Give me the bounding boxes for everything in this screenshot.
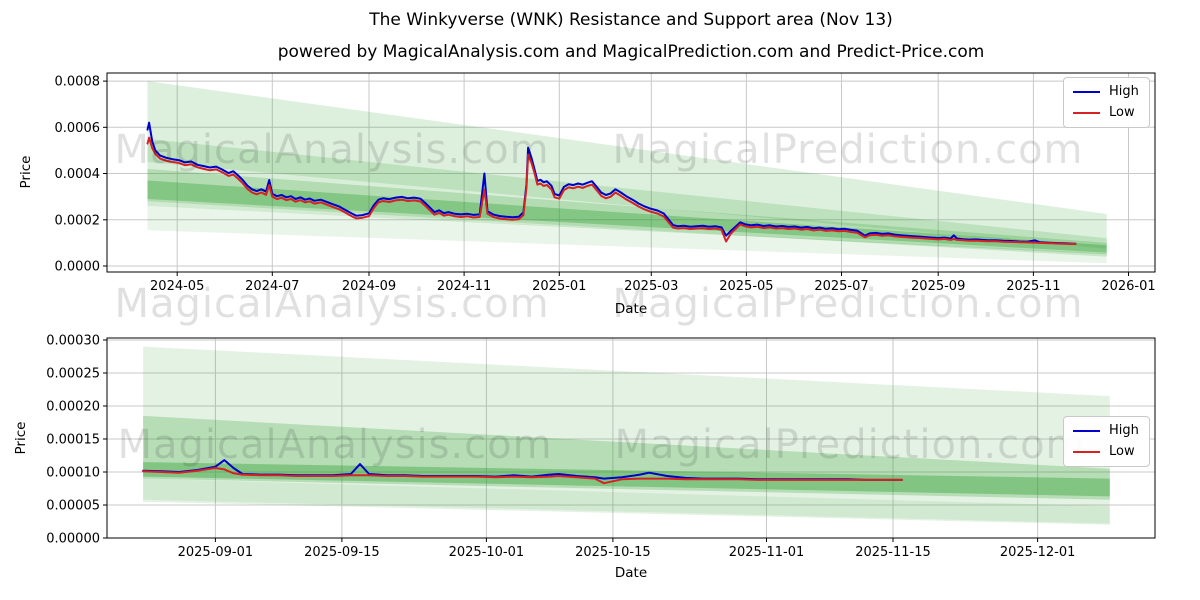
x-tick-label: 2025-07 [814, 279, 868, 294]
support-resistance-band [147, 205, 1107, 264]
y-tick-label: 0.0000 [55, 260, 101, 275]
legend-label-low: Low [1109, 105, 1135, 120]
x-tick-label: 2024-09 [342, 279, 396, 294]
y-tick-label: 0.00005 [46, 499, 100, 514]
legend-bottom: High Low [1063, 416, 1150, 467]
y-tick-label: 0.0004 [55, 167, 101, 182]
x-tick-label: 2025-12-01 [1000, 545, 1076, 560]
high-line-swatch [1073, 91, 1100, 93]
legend-label-low: Low [1109, 444, 1135, 459]
low-line [142, 467, 903, 485]
y-tick-label: 0.00020 [46, 400, 100, 415]
x-tick-label: 2024-11 [437, 279, 491, 294]
y-tick-label: 0.00015 [46, 433, 100, 448]
legend-item-low: Low [1073, 106, 1139, 120]
y-tick-label: 0.00000 [46, 532, 100, 547]
x-axis-label-top: Date [614, 301, 648, 317]
support-resistance-band [147, 168, 1107, 255]
y-tick-label: 0.0006 [55, 121, 101, 136]
x-axis-label-bottom: Date [614, 565, 648, 581]
figure-subtitle: powered by MagicalAnalysis.com and Magic… [277, 42, 985, 62]
y-tick-label: 0.00030 [46, 334, 100, 349]
legend-top: High Low [1063, 77, 1150, 128]
low-line [146, 136, 1077, 245]
x-tick-label: 2025-01 [532, 279, 586, 294]
axes-border [106, 72, 1156, 273]
legend-item-high: High [1073, 424, 1139, 438]
legend-item-low: Low [1073, 445, 1139, 459]
axes-border [106, 337, 1156, 539]
high-line [146, 121, 1077, 245]
x-tick-label: 2026-01 [1101, 279, 1155, 294]
x-tick-label: 2025-11 [1006, 279, 1060, 294]
x-tick-label: 2025-09 [911, 279, 965, 294]
y-axis-label-bottom: Price [13, 421, 29, 455]
support-resistance-band [147, 81, 1107, 249]
low-line-swatch [1073, 112, 1100, 114]
y-tick-label: 0.00025 [46, 367, 100, 382]
x-tick-label: 2024-07 [245, 279, 299, 294]
x-tick-label: 2025-11-15 [855, 545, 931, 560]
y-tick-label: 0.0002 [55, 213, 101, 228]
figure-title: The Winkyverse (WNK) Resistance and Supp… [369, 10, 893, 30]
support-resistance-band [143, 478, 1110, 524]
x-tick-label: 2025-09-01 [178, 545, 254, 560]
y-axis-label-top: Price [18, 155, 34, 189]
legend-label-high: High [1109, 423, 1139, 438]
y-tick-label: 0.0008 [55, 75, 101, 90]
x-tick-label: 2025-03 [624, 279, 678, 294]
x-tick-label: 2025-05 [719, 279, 773, 294]
legend-label-high: High [1109, 84, 1139, 99]
x-tick-label: 2025-11-01 [729, 545, 805, 560]
y-tick-label: 0.00010 [46, 466, 100, 481]
x-tick-label: 2025-10-15 [575, 545, 651, 560]
x-tick-label: 2024-05 [150, 279, 204, 294]
x-tick-label: 2025-10-01 [449, 545, 525, 560]
high-line-swatch [1073, 430, 1100, 432]
legend-item-high: High [1073, 85, 1139, 99]
support-resistance-band [147, 138, 1107, 257]
x-tick-label: 2025-09-15 [304, 545, 380, 560]
low-line-swatch [1073, 451, 1100, 453]
support-resistance-band [143, 415, 1110, 500]
